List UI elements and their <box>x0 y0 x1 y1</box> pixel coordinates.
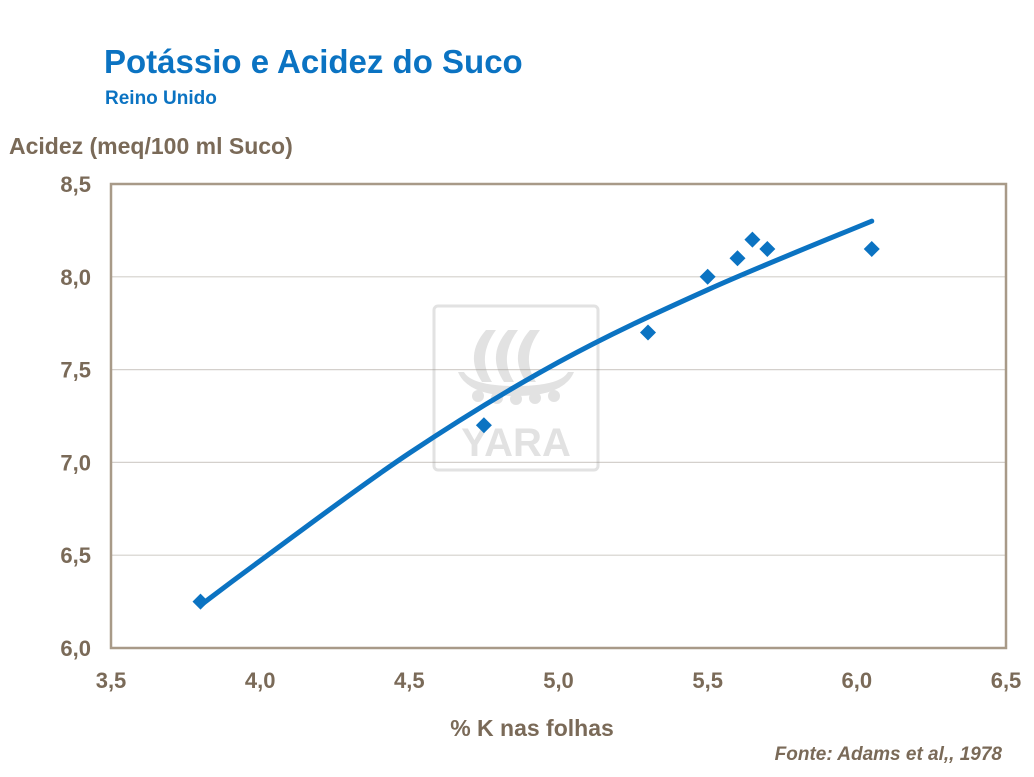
watermark-frame <box>432 304 600 472</box>
yara-viking-ship-logo-icon <box>458 330 574 405</box>
x-axis-ticks: 3,5 4,0 4,5 5,0 5,5 6,0 6,5 <box>96 668 1022 693</box>
data-points <box>192 231 880 610</box>
watermark: YARA <box>432 304 600 472</box>
data-point-diamond <box>640 324 656 341</box>
x-tick-label: 4,5 <box>394 668 425 693</box>
x-tick-label: 6,5 <box>991 668 1022 693</box>
x-tick-label: 5,0 <box>543 668 574 693</box>
data-point-diamond <box>729 250 746 267</box>
x-tick-label: 5,5 <box>692 668 723 693</box>
y-tick-label: 7,0 <box>60 450 91 475</box>
grid-lines <box>111 276 1006 556</box>
data-point-diamond <box>744 231 761 248</box>
x-tick-label: 3,5 <box>96 668 127 693</box>
y-axis-label: Acidez (meq/100 ml Suco) <box>9 133 293 159</box>
y-axis-ticks: 6,0 6,5 7,0 7,5 8,0 8,5 <box>60 172 91 661</box>
source-note: Fonte: Adams et al,, 1978 <box>774 744 1002 765</box>
y-tick-label: 6,5 <box>60 543 91 568</box>
y-tick-label: 8,0 <box>60 265 91 290</box>
data-point-diamond <box>475 417 492 434</box>
chart-title: Potássio e Acidez do Suco <box>104 43 523 80</box>
y-tick-label: 6,0 <box>60 636 91 661</box>
x-axis-label: % K nas folhas <box>450 715 614 741</box>
chart-subtitle: Reino Unido <box>105 88 217 109</box>
x-tick-label: 6,0 <box>842 668 873 693</box>
data-point-diamond <box>863 240 880 257</box>
trendline <box>198 218 875 608</box>
y-tick-label: 7,5 <box>60 358 91 383</box>
y-tick-label: 8,5 <box>60 172 91 197</box>
plot-frame <box>109 182 1008 650</box>
data-point-diamond <box>192 593 209 610</box>
x-tick-label: 4,0 <box>245 668 276 693</box>
data-point-diamond <box>699 268 716 285</box>
watermark-text: YARA <box>461 421 571 465</box>
data-point-diamond <box>759 240 776 257</box>
